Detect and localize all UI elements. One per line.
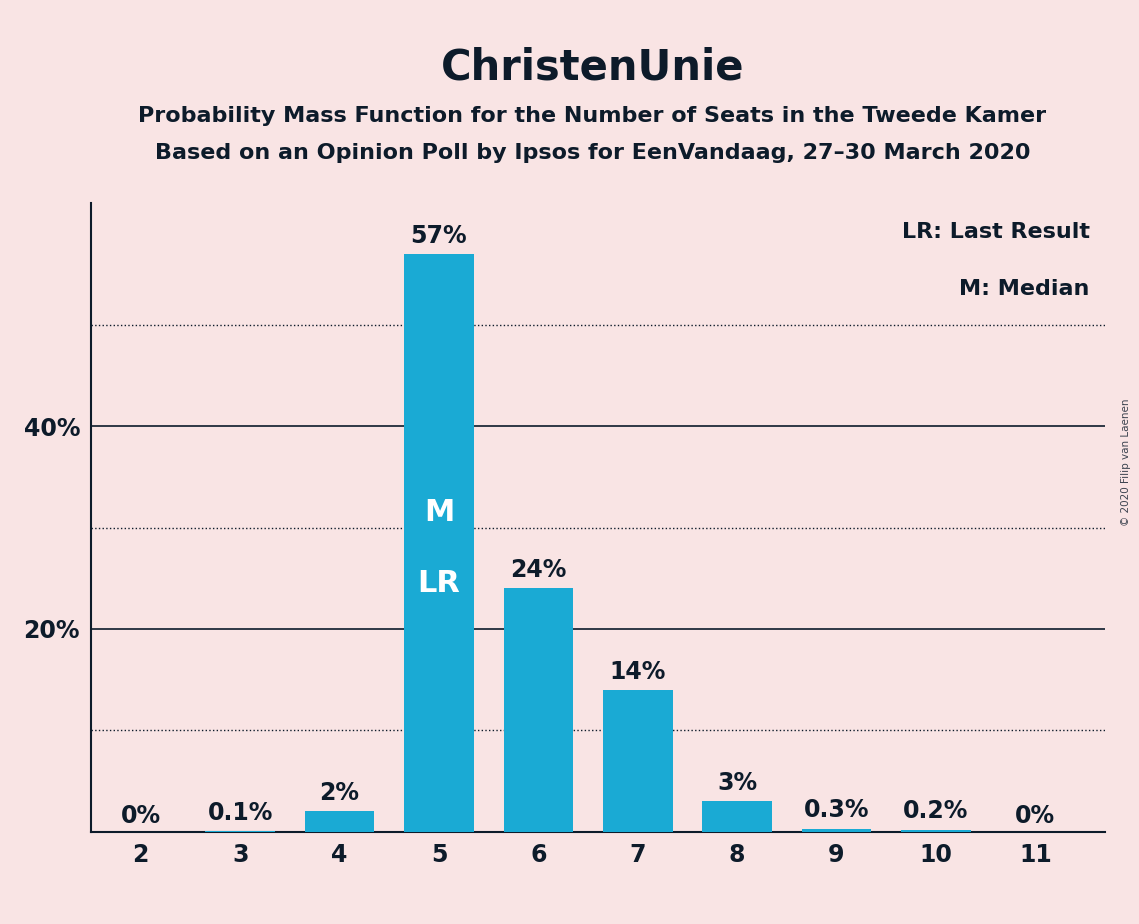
Text: 0%: 0% — [1015, 804, 1056, 828]
Text: 14%: 14% — [609, 660, 666, 684]
Bar — [305, 811, 375, 832]
Text: 3%: 3% — [718, 772, 757, 796]
Bar — [901, 830, 970, 832]
Text: 0.2%: 0.2% — [903, 799, 968, 823]
Text: 0%: 0% — [121, 804, 161, 828]
Text: 57%: 57% — [411, 224, 467, 248]
Bar — [802, 829, 871, 832]
Text: © 2020 Filip van Laenen: © 2020 Filip van Laenen — [1121, 398, 1131, 526]
Bar — [703, 801, 772, 832]
Text: M: Median: M: Median — [959, 279, 1090, 298]
Bar — [205, 831, 274, 832]
Text: Based on an Opinion Poll by Ipsos for EenVandaag, 27–30 March 2020: Based on an Opinion Poll by Ipsos for Ee… — [155, 143, 1030, 164]
Bar — [404, 254, 474, 832]
Text: LR: Last Result: LR: Last Result — [902, 222, 1090, 242]
Text: 0.3%: 0.3% — [804, 798, 869, 822]
Text: M: M — [424, 498, 454, 527]
Text: 24%: 24% — [510, 558, 566, 582]
Bar — [503, 589, 573, 832]
Text: LR: LR — [418, 569, 460, 598]
Text: ChristenUnie: ChristenUnie — [441, 46, 744, 88]
Text: 2%: 2% — [320, 782, 360, 805]
Bar — [603, 689, 672, 832]
Text: Probability Mass Function for the Number of Seats in the Tweede Kamer: Probability Mass Function for the Number… — [138, 106, 1047, 127]
Text: 0.1%: 0.1% — [207, 800, 273, 824]
